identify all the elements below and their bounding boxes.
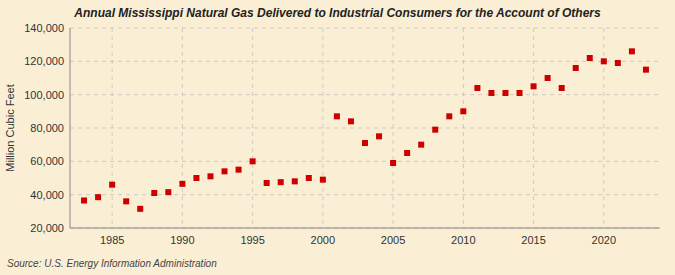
grid-line-y [70, 61, 660, 62]
point [460, 108, 466, 114]
point [306, 175, 312, 181]
point [236, 167, 242, 173]
y-tick-label: 20,000 [30, 222, 64, 234]
point [193, 175, 199, 181]
x-axis-line [70, 228, 660, 229]
chart: 20,000 40,000 60,000 80,000 100,000 120,000 14… [0, 0, 675, 275]
y-axis-line [70, 28, 71, 228]
grid-line-x [463, 28, 464, 228]
grid-line-y [70, 161, 660, 162]
x-tick-label: 2015 [521, 234, 545, 246]
grid-line-y [70, 128, 660, 129]
grid-line-y [70, 194, 660, 195]
point [488, 90, 494, 96]
point [418, 142, 424, 148]
y-axis-label: Million Cubic Feet [4, 84, 16, 171]
point [250, 158, 256, 164]
point [531, 83, 537, 89]
y-tick-label: 120,000 [24, 55, 64, 67]
point [109, 182, 115, 188]
y-tick-label: 40,000 [30, 189, 64, 201]
point [137, 206, 143, 212]
point [573, 65, 579, 71]
point [179, 181, 185, 187]
point [207, 173, 213, 179]
point [165, 189, 171, 195]
point [474, 85, 480, 91]
point [376, 133, 382, 139]
grid-line-x [393, 28, 394, 228]
point [601, 58, 607, 64]
grid-line-y [70, 28, 660, 29]
point [292, 178, 298, 184]
title: Annual Mississippi Natural Gas Delivered… [73, 6, 601, 20]
source-note: Source: U.S. Energy Information Administ… [7, 258, 217, 269]
y-tick-label: 100,000 [24, 89, 64, 101]
point [222, 168, 228, 174]
y-tick-label: 80,000 [30, 122, 64, 134]
grid [70, 28, 660, 228]
point [502, 90, 508, 96]
point [151, 190, 157, 196]
x-tick-label: 2005 [381, 234, 405, 246]
point [95, 194, 101, 200]
point [123, 198, 129, 204]
point [81, 198, 87, 204]
grid-line-x [182, 28, 183, 228]
point [362, 140, 368, 146]
x-tick-label: 2010 [451, 234, 475, 246]
x-tick-label: 1985 [100, 234, 124, 246]
point [517, 90, 523, 96]
point [348, 118, 354, 124]
grid-line-x [603, 28, 604, 228]
point [404, 150, 410, 156]
point [432, 127, 438, 133]
point [615, 60, 621, 66]
point [320, 177, 326, 183]
axes: 20,000 40,000 60,000 80,000 100,000 120,000 14… [24, 22, 660, 246]
grid-line-x [252, 28, 253, 228]
point [559, 85, 565, 91]
x-tick-label: 1995 [240, 234, 264, 246]
point [587, 55, 593, 61]
y-tick-label: 60,000 [30, 155, 64, 167]
point [629, 48, 635, 54]
point [446, 113, 452, 119]
grid-line-y [70, 228, 660, 229]
x-tick-label: 2020 [592, 234, 616, 246]
points [81, 48, 649, 212]
y-tick-label: 140,000 [24, 22, 64, 34]
point [643, 67, 649, 73]
point [334, 113, 340, 119]
point [278, 179, 284, 185]
point [390, 160, 396, 166]
grid-line-x [533, 28, 534, 228]
grid-line-x [322, 28, 323, 228]
point [545, 75, 551, 81]
point [264, 180, 270, 186]
grid-line-y [70, 94, 660, 95]
grid-line-x [112, 28, 113, 228]
x-tick-label: 1990 [170, 234, 194, 246]
x-tick-label: 2000 [311, 234, 335, 246]
